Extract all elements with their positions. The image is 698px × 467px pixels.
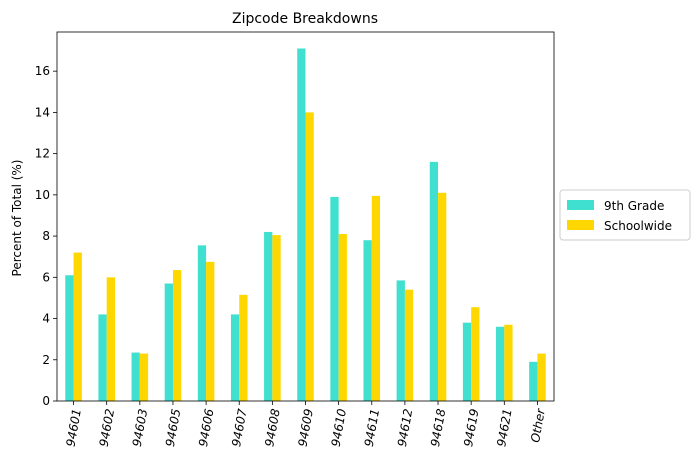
x-tick-label: 94612: [395, 408, 415, 448]
bar-schoolwide-Other: [537, 353, 546, 401]
bar-9th-grade-94602: [98, 314, 107, 401]
bar-9th-grade-94619: [462, 322, 472, 401]
bar-9th-grade-94607: [230, 314, 240, 401]
bar-9th-grade-94606: [197, 245, 207, 401]
bars: [65, 48, 546, 402]
legend-label: Schoolwide: [604, 219, 672, 233]
bar-schoolwide-94601: [73, 252, 82, 401]
axes: 94601 94602 94603 94605 94606 94607 94608 94609…: [35, 31, 555, 448]
y-tick-label: 10: [35, 188, 50, 202]
x-tick-label: 94607: [229, 407, 249, 447]
legend-swatch: [567, 220, 594, 230]
bar-schoolwide-94602: [106, 277, 115, 401]
bar-9th-grade-94610: [330, 196, 339, 401]
x-tick-label: 94603: [130, 408, 150, 448]
bar-9th-grade-94609: [297, 48, 306, 402]
y-tick-label: 16: [35, 64, 50, 78]
bar-9th-grade-94605: [164, 283, 173, 401]
chart-title: Zipcode Breakdowns: [232, 11, 378, 27]
x-tick-label: 94619: [461, 408, 481, 448]
x-tick-label: 94610: [329, 407, 349, 447]
bar-schoolwide-94619: [471, 307, 480, 401]
bar-schoolwide-94611: [371, 195, 381, 401]
bar-schoolwide-94607: [239, 294, 248, 401]
plot-frame: [56, 31, 555, 402]
bar-9th-grade-Other: [529, 361, 538, 401]
bar-9th-grade-94612: [396, 280, 405, 401]
bar-9th-grade-94608: [264, 231, 273, 401]
bar-schoolwide-94621: [504, 324, 513, 401]
y-axis-label: Percent of Total (%): [10, 160, 24, 277]
x-tick-label: 94601: [64, 408, 84, 448]
bar-schoolwide-94610: [338, 234, 347, 401]
legend-label: 9th Grade: [604, 199, 664, 213]
x-tick-label: 94609: [295, 408, 315, 448]
y-tick-label: 8: [42, 229, 50, 243]
legend-swatch: [567, 200, 594, 210]
bar-9th-grade-94603: [131, 352, 140, 401]
x-tick-label: 94602: [97, 408, 117, 448]
x-tick-label: 94618: [428, 407, 448, 447]
y-tick-label: 0: [42, 394, 50, 408]
x-tick-label: 94608: [262, 407, 282, 447]
y-tick-label: 12: [35, 147, 50, 161]
bar-schoolwide-94609: [305, 112, 314, 402]
x-tick-label: 94621: [494, 408, 514, 448]
y-tick-label: 2: [42, 353, 50, 367]
bar-9th-grade-94618: [429, 161, 439, 401]
bar-schoolwide-94603: [139, 353, 149, 401]
x-tick-label: 94605: [163, 408, 183, 448]
bar-schoolwide-94605: [172, 270, 182, 401]
bar-schoolwide-94612: [404, 289, 414, 401]
bar-schoolwide-94606: [206, 261, 215, 401]
x-tick-label: 94606: [196, 407, 216, 447]
x-tick-label: Other: [528, 407, 548, 444]
x-tick-label: 94611: [362, 408, 382, 448]
bar-9th-grade-94601: [65, 275, 74, 401]
legend: 9th Grade Schoolwide: [559, 189, 691, 241]
bar-schoolwide-94608: [272, 235, 281, 401]
bar-schoolwide-94618: [438, 192, 447, 401]
y-tick-label: 4: [42, 312, 50, 326]
y-tick-label: 14: [35, 105, 50, 119]
bar-9th-grade-94621: [496, 326, 505, 401]
bar-9th-grade-94611: [363, 240, 372, 401]
y-tick-label: 6: [42, 270, 50, 284]
